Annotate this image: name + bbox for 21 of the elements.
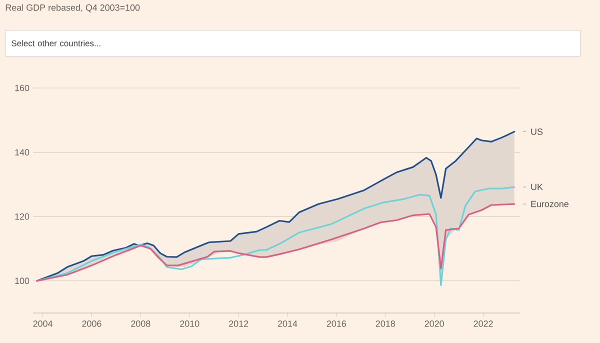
y-tick-label: 140 [15,149,30,156]
text: Select other countries... [12,40,100,46]
x-tick-label: 2022 [474,320,493,327]
series-label: Eurozone [531,200,569,208]
line-series [36,203,516,282]
x-tick-label: 2012 [229,320,248,327]
chart-subtitle: Real GDP rebased, Q4 2003=100 [6,4,140,12]
x-tick-label: 2004 [33,320,52,327]
x-tick-label: 2010 [180,320,200,327]
x-tick-label: 2006 [82,320,102,327]
y-tick-label: 120 [15,213,30,220]
x-tick-label: 2018 [376,320,395,327]
series-label: UK [531,184,543,190]
x-tick-label: 2020 [424,320,444,327]
y-tick-label: 160 [15,84,30,92]
y-tick-label: 100 [15,278,30,284]
series-label: US [531,128,543,135]
x-tick-label: 2016 [326,320,346,327]
line-series [36,186,516,286]
x-tick-label: 2008 [131,320,150,327]
x-tick-label: 2014 [278,320,298,327]
